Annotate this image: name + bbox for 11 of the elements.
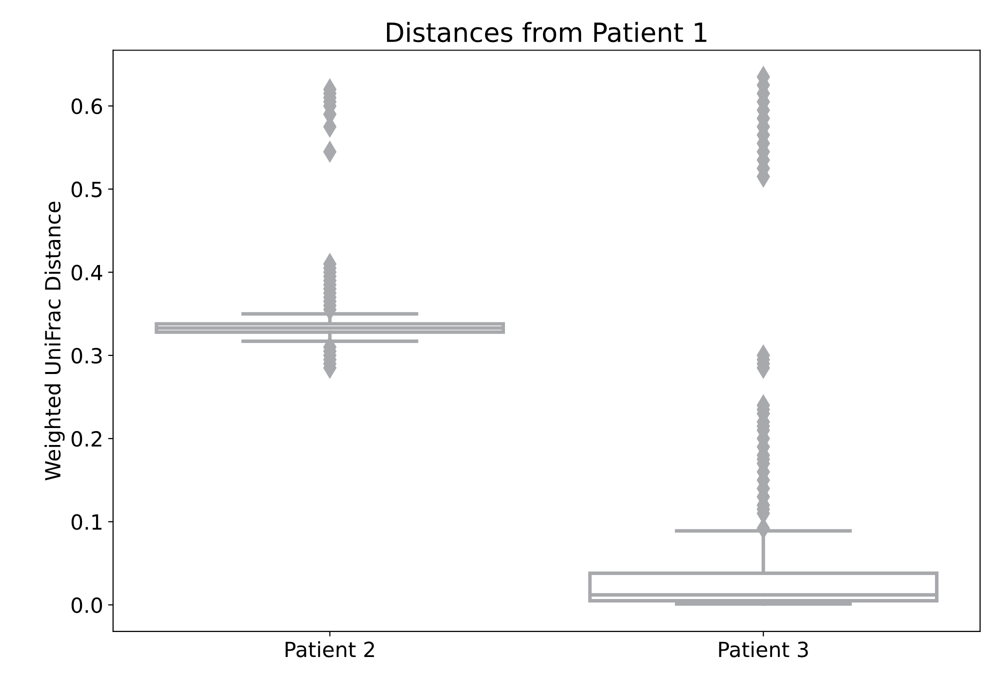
- y-tick-label: 0.1: [72, 514, 102, 530]
- chart-title: Distances from Patient 1: [387, 22, 706, 42]
- x-tick-label: Patient 2: [286, 641, 374, 658]
- y-tick-label: 0.6: [72, 98, 102, 114]
- y-tick-label: 0.2: [72, 431, 102, 447]
- y-tick-label: 0.5: [72, 182, 102, 198]
- y-axis-title: Weighted UniFrac Distance: [44, 202, 65, 480]
- y-tick-label: 0.0: [72, 597, 102, 614]
- x-tick-label: Patient 3: [719, 641, 808, 658]
- y-tick-label: 0.3: [72, 348, 102, 364]
- y-tick-label: 0.4: [72, 264, 102, 280]
